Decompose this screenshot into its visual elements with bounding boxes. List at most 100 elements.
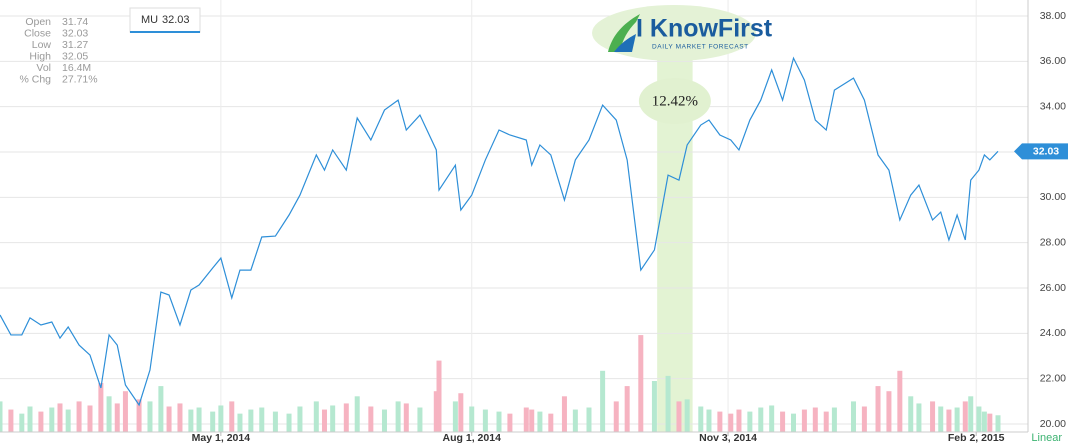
price-tag-label: 32.03 bbox=[1033, 146, 1059, 158]
volume-bar bbox=[166, 406, 172, 432]
volume-bar bbox=[706, 409, 712, 432]
volume-bar bbox=[823, 411, 829, 432]
volume-bar bbox=[758, 407, 764, 432]
volume-bar bbox=[313, 401, 319, 432]
volume-bar bbox=[930, 401, 936, 432]
legend-value: 32.03 bbox=[162, 14, 190, 26]
logo-icon bbox=[608, 14, 640, 52]
volume-bar bbox=[482, 409, 488, 432]
volume-bar bbox=[698, 406, 704, 432]
volume-bar bbox=[600, 370, 606, 432]
y-tick-label: 26.00 bbox=[1040, 282, 1066, 294]
volume-bar bbox=[452, 401, 458, 432]
volume-bar bbox=[354, 396, 360, 432]
y-tick-label: 22.00 bbox=[1040, 372, 1066, 384]
volume-bar bbox=[962, 401, 968, 432]
volume-bar bbox=[728, 413, 734, 432]
volume-bar bbox=[886, 391, 892, 432]
logo-icon bbox=[614, 34, 636, 52]
price-line bbox=[0, 56, 999, 407]
y-tick-label: 24.00 bbox=[1040, 327, 1066, 339]
volume-bar bbox=[158, 386, 164, 432]
info-value: 31.27 bbox=[62, 39, 88, 51]
volume-bar bbox=[98, 383, 104, 432]
volume-bar bbox=[122, 391, 128, 432]
volume-bar bbox=[523, 407, 529, 432]
x-tick-label: Aug 1, 2014 bbox=[443, 432, 502, 444]
volume-bar bbox=[938, 406, 944, 432]
volume-bar bbox=[381, 409, 387, 432]
volume-bar bbox=[469, 406, 475, 432]
volume-bar bbox=[561, 396, 567, 432]
volume-bar bbox=[995, 415, 1001, 432]
y-tick-label: 34.00 bbox=[1040, 100, 1066, 112]
volume-bar bbox=[676, 401, 682, 432]
legend-box bbox=[129, 7, 201, 33]
volume-bar bbox=[368, 406, 374, 432]
volume-bar bbox=[831, 407, 837, 432]
volume-bar bbox=[297, 406, 303, 432]
volume-bar bbox=[19, 413, 25, 432]
volume-bar bbox=[861, 406, 867, 432]
volume-bar bbox=[769, 405, 775, 432]
y-tick-label: 36.00 bbox=[1040, 55, 1066, 67]
volume-bar bbox=[343, 403, 349, 432]
volume-bar bbox=[87, 405, 93, 432]
volume-bar bbox=[65, 409, 71, 432]
volume-bar bbox=[38, 411, 44, 432]
volume-bar bbox=[987, 413, 993, 432]
volume-bar bbox=[403, 403, 409, 432]
volume-bar bbox=[968, 396, 974, 432]
volume-bar bbox=[496, 411, 502, 432]
volume-bar bbox=[330, 405, 336, 432]
volume-bar bbox=[321, 409, 327, 432]
volume-bar bbox=[916, 403, 922, 432]
volume-bar bbox=[875, 386, 881, 432]
y-tick-label: 38.00 bbox=[1040, 10, 1066, 22]
volume-bar bbox=[529, 409, 535, 432]
volume-bar bbox=[286, 413, 292, 432]
volume-bar bbox=[624, 386, 630, 432]
info-label: Open bbox=[25, 16, 51, 28]
volume-bar bbox=[8, 409, 14, 432]
volume-bar bbox=[136, 399, 142, 432]
volume-bar bbox=[395, 401, 401, 432]
volume-bar bbox=[106, 396, 112, 432]
x-tick-label: Nov 3, 2014 bbox=[699, 432, 757, 444]
volume-bar bbox=[897, 370, 903, 432]
volume-bar bbox=[0, 401, 3, 432]
volume-bar bbox=[747, 411, 753, 432]
price-tag bbox=[1014, 143, 1068, 160]
volume-bar bbox=[57, 403, 63, 432]
info-label: % Chg bbox=[19, 73, 51, 85]
info-label: Low bbox=[32, 39, 52, 51]
volume-bar bbox=[981, 411, 987, 432]
scale-mode[interactable]: Linear bbox=[1031, 432, 1062, 444]
volume-bar bbox=[572, 409, 578, 432]
volume-bar bbox=[248, 409, 254, 432]
info-value: 32.05 bbox=[62, 50, 88, 62]
volume-bar bbox=[812, 407, 818, 432]
volume-bar bbox=[638, 335, 644, 432]
volume-bar bbox=[272, 411, 278, 432]
x-tick-label: May 1, 2014 bbox=[192, 432, 251, 444]
info-value: 16.4M bbox=[62, 62, 91, 74]
legend-name: MU bbox=[141, 14, 158, 26]
volume-bar bbox=[908, 396, 914, 432]
volume-bar bbox=[210, 411, 216, 432]
volume-bar bbox=[49, 407, 55, 432]
volume-bar bbox=[196, 407, 202, 432]
info-value: 31.74 bbox=[62, 16, 88, 28]
volume-bar bbox=[537, 411, 543, 432]
y-tick-label: 30.00 bbox=[1040, 191, 1066, 203]
logo-title: I KnowFirst bbox=[636, 15, 773, 43]
y-tick-label: 20.00 bbox=[1040, 418, 1066, 430]
volume-bar bbox=[417, 407, 423, 432]
volume-bar bbox=[147, 401, 153, 432]
volume-bar bbox=[801, 409, 807, 432]
volume-bar bbox=[790, 413, 796, 432]
logo: I KnowFirst DAILY MARKET FORECAST bbox=[592, 5, 773, 61]
info-value: 27.71% bbox=[62, 73, 98, 85]
logo-subtitle: DAILY MARKET FORECAST bbox=[652, 44, 749, 51]
